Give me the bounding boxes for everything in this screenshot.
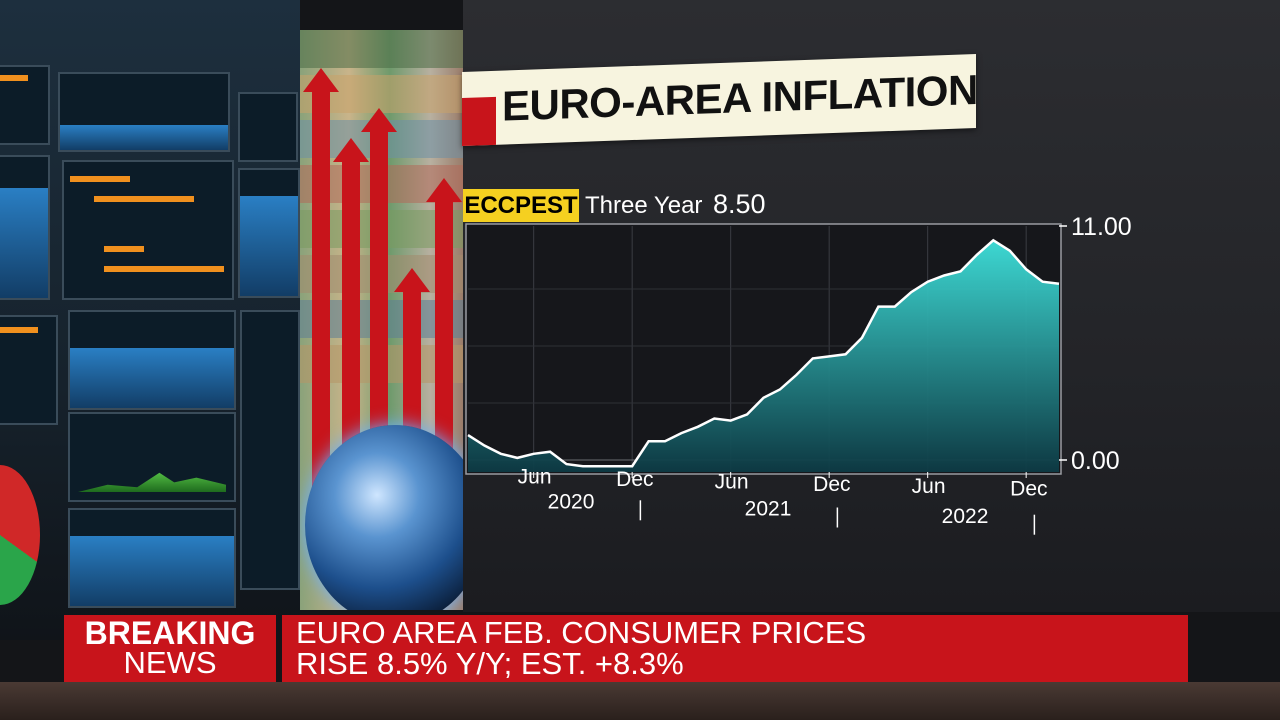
studio-monitor <box>240 310 300 590</box>
x-tick-label: Jun <box>912 475 946 498</box>
headline-line-2: RISE 8.5% Y/Y; EST. +8.3% <box>296 646 684 681</box>
studio-monitor <box>58 72 230 152</box>
breaking-label: BREAKING <box>84 615 256 651</box>
studio-monitor <box>0 65 50 145</box>
studio-monitor-wall <box>0 0 300 640</box>
x-year-label: 2022 <box>942 505 989 528</box>
breaking-news-box: BREAKING NEWS <box>64 615 276 682</box>
y-tick-label: 0.00 <box>1071 447 1120 475</box>
studio-monitor <box>238 168 300 298</box>
studio-monitor <box>238 92 298 162</box>
x-tick-label: Dec <box>616 468 653 491</box>
studio-monitor <box>0 315 58 425</box>
inflation-area <box>468 240 1059 472</box>
ticker-description: Three Year <box>585 192 703 219</box>
headline-line-1: EURO AREA FEB. CONSUMER PRICES <box>296 615 867 650</box>
red-arrow <box>303 68 339 510</box>
headline-box: EURO AREA FEB. CONSUMER PRICES RISE 8.5%… <box>282 615 1188 682</box>
x-tick-label: Jun <box>715 470 749 493</box>
x-year-label: 2021 <box>745 498 792 521</box>
studio-monitor <box>68 508 236 608</box>
breaking-news-banner: BREAKING NEWS EURO AREA FEB. CONSUMER PR… <box>64 615 1188 682</box>
studio-monitor <box>68 310 236 410</box>
news-label: NEWS <box>123 645 217 680</box>
x-year-label: 2020 <box>548 490 595 513</box>
currency-arrows-graphic <box>300 30 463 610</box>
inflation-line <box>467 238 1060 468</box>
y-tick-label: 11.00 <box>1071 213 1132 241</box>
x-tick-label: Dec <box>813 473 850 496</box>
earth-globe-image <box>305 425 463 610</box>
red-arrow <box>426 178 462 510</box>
studio-floor <box>0 682 1280 720</box>
ticker-symbol: ECCPEST <box>463 189 579 222</box>
studio-monitor <box>62 160 234 300</box>
x-tick-label: Dec <box>1010 478 1047 501</box>
studio-monitor <box>0 155 50 300</box>
y-axis: 11.00 0.00 <box>1059 213 1132 475</box>
ticker-last-value: 8.50 <box>713 189 766 219</box>
studio-monitor <box>68 412 236 502</box>
x-tick-label: Jun <box>518 466 552 489</box>
red-arrow <box>361 108 397 510</box>
red-arrow <box>333 138 369 510</box>
